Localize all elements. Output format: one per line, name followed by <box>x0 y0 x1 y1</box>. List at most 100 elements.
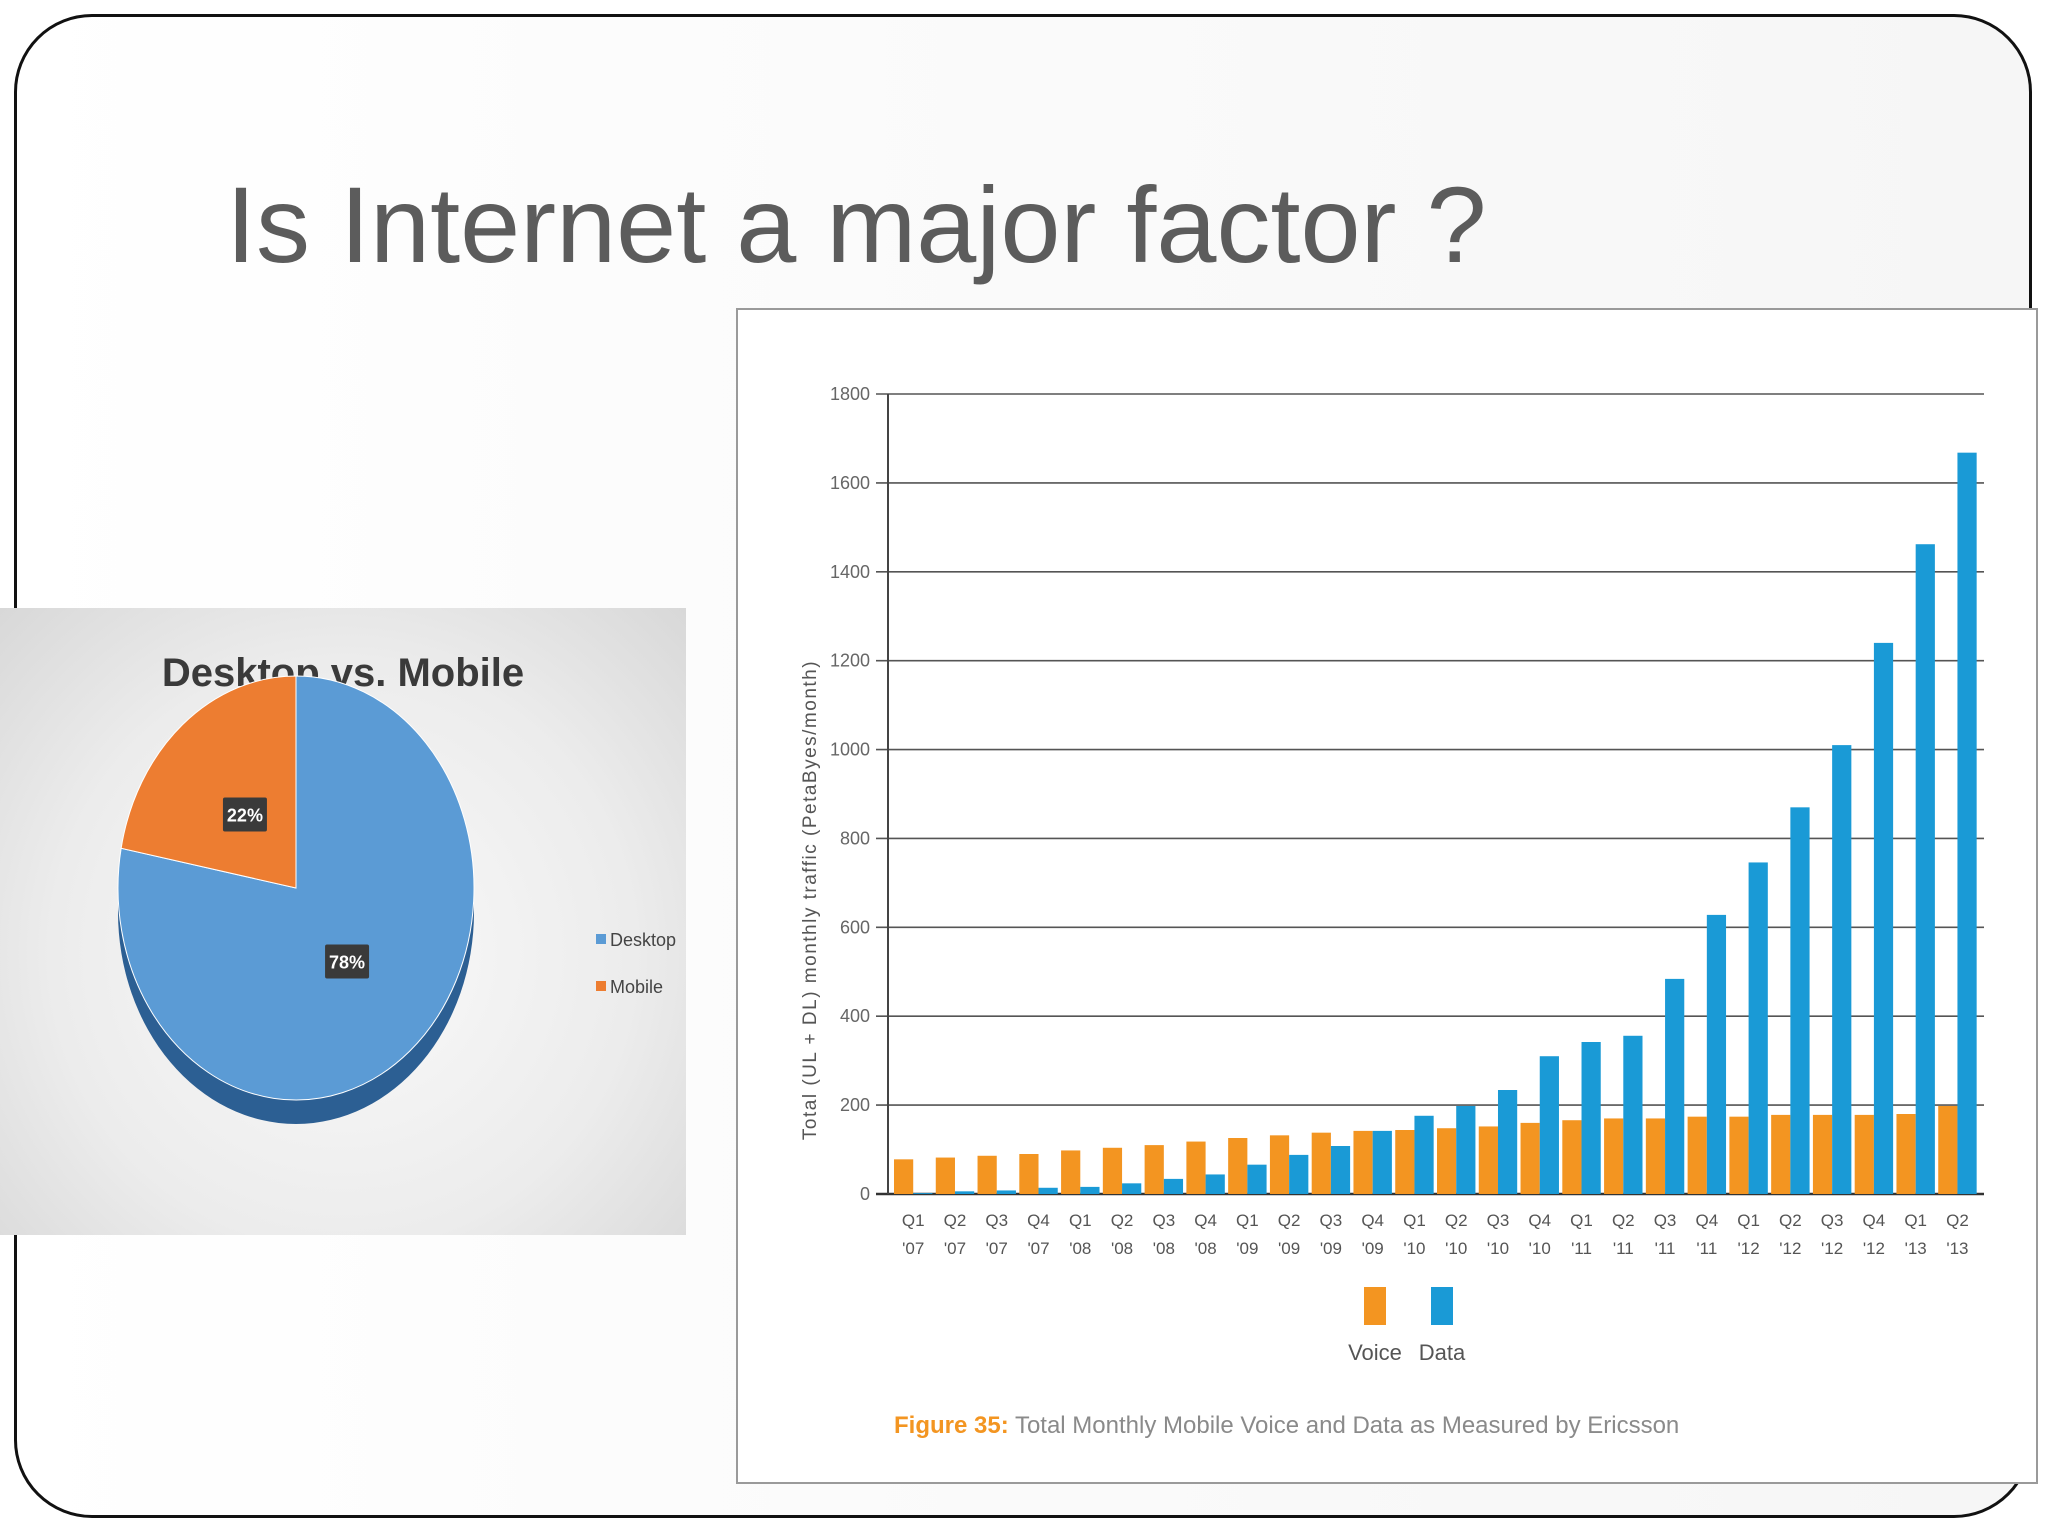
bar-chart-panel: 0 200 400 600 800 1000 1200 1400 1600 1800 Q1'07 Q… <box>736 308 2038 1484</box>
x-tick-label: '09 <box>1362 1239 1384 1258</box>
bar-data <box>1080 1186 1100 1194</box>
legend-swatch-desktop <box>596 934 606 944</box>
x-tick-label: Q3 <box>1320 1211 1343 1230</box>
bar-data <box>913 1193 933 1194</box>
bar-voice <box>977 1155 997 1194</box>
x-tick-label: Q2 <box>944 1211 967 1230</box>
bar-voice <box>1228 1138 1248 1194</box>
x-tick-label: '10 <box>1445 1239 1467 1258</box>
bar-voice <box>1061 1150 1081 1194</box>
legend-label-desktop: Desktop <box>610 930 676 950</box>
y-tick-label: 1400 <box>830 562 870 582</box>
y-tick-label: 1600 <box>830 473 870 493</box>
bar-data <box>1539 1056 1559 1194</box>
bar-voice <box>1938 1106 1958 1194</box>
x-tick-label: '11 <box>1696 1239 1717 1258</box>
figure-caption-prefix: Figure 35: <box>894 1412 1009 1439</box>
figure-caption: Figure 35: Total Monthly Mobile Voice an… <box>894 1412 1679 1439</box>
x-tick-label: '09 <box>1278 1239 1300 1258</box>
x-tick-label: '07 <box>1027 1239 1049 1258</box>
bar-data <box>1456 1106 1476 1194</box>
legend-swatch-voice <box>1364 1287 1386 1325</box>
bar-chart-grid: 0 200 400 600 800 1000 1200 1400 1600 1800 <box>830 384 1984 1204</box>
bar-data <box>1957 452 1977 1194</box>
x-tick-label: Q4 <box>1027 1211 1050 1230</box>
legend-label-data: Data <box>1419 1340 1466 1365</box>
pie-data-label-desktop: 78% <box>325 944 370 979</box>
x-tick-label: Q1 <box>1403 1211 1426 1230</box>
bar-data <box>1790 807 1810 1194</box>
x-tick-label: Q3 <box>1821 1211 1844 1230</box>
x-tick-label: Q2 <box>1612 1211 1635 1230</box>
x-tick-label: '11 <box>1571 1239 1592 1258</box>
bar-voice <box>1269 1135 1290 1194</box>
pie-chart: Desktop vs. Mobile 78%22% Desktop Mobile <box>117 651 676 1124</box>
bar-voice <box>1019 1154 1039 1194</box>
legend-swatch-mobile <box>596 981 606 991</box>
svg-text:22%: 22% <box>227 805 263 825</box>
bar-voice <box>1562 1120 1582 1194</box>
x-tick-label: Q1 <box>1236 1211 1259 1230</box>
x-tick-label: Q2 <box>1779 1211 1802 1230</box>
bar-data <box>1122 1183 1142 1194</box>
x-tick-label: Q1 <box>1570 1211 1593 1230</box>
slide-title: Is Internet a major factor ? <box>226 164 1487 285</box>
bar-chart-bars <box>894 452 1977 1194</box>
x-tick-label: '08 <box>1111 1239 1133 1258</box>
bar-voice <box>1896 1114 1916 1194</box>
x-tick-label: '10 <box>1403 1239 1425 1258</box>
pie-data-label-mobile: 22% <box>222 797 267 832</box>
bar-voice <box>1186 1141 1206 1194</box>
x-tick-label: Q2 <box>1111 1211 1134 1230</box>
x-tick-label: Q1 <box>1904 1211 1927 1230</box>
bar-data <box>954 1191 975 1194</box>
x-tick-label: Q4 <box>1194 1211 1217 1230</box>
x-tick-label: Q4 <box>1528 1211 1551 1230</box>
x-tick-label: Q3 <box>1654 1211 1677 1230</box>
y-tick-label: 600 <box>840 917 870 937</box>
bar-voice <box>935 1157 955 1194</box>
y-tick-label: 400 <box>840 1006 870 1026</box>
x-tick-label: Q3 <box>1152 1211 1175 1230</box>
bar-data <box>996 1190 1016 1194</box>
x-tick-label: Q4 <box>1695 1211 1718 1230</box>
y-tick-label: 200 <box>840 1095 870 1115</box>
x-tick-label: Q3 <box>985 1211 1008 1230</box>
x-tick-label: Q2 <box>1946 1211 1969 1230</box>
x-tick-label: Q2 <box>1445 1211 1468 1230</box>
x-tick-label: '09 <box>1236 1239 1258 1258</box>
x-tick-label: '12 <box>1738 1239 1760 1258</box>
pie-slice-mobile <box>120 675 297 889</box>
bar-data <box>1748 862 1768 1194</box>
y-tick-label: 0 <box>860 1184 870 1204</box>
x-tick-label: Q3 <box>1487 1211 1510 1230</box>
bar-voice <box>1687 1116 1707 1194</box>
bar-data <box>1289 1154 1309 1194</box>
bar-legend: Voice Data <box>1348 1287 1466 1365</box>
bar-voice <box>1311 1132 1331 1194</box>
y-tick-label: 1200 <box>830 651 870 671</box>
x-tick-label: '07 <box>944 1239 966 1258</box>
x-tick-label: Q1 <box>1069 1211 1092 1230</box>
bar-data <box>1247 1164 1267 1194</box>
legend-label-mobile: Mobile <box>610 977 663 997</box>
bar-data <box>1330 1146 1351 1194</box>
y-tick-label: 1800 <box>830 384 870 404</box>
bar-voice <box>1604 1118 1624 1194</box>
x-tick-label: '07 <box>986 1239 1008 1258</box>
pie-legend: Desktop Mobile <box>596 930 676 997</box>
x-tick-label: '09 <box>1320 1239 1342 1258</box>
pie-chart-panel: Desktop vs. Mobile 78% 22% Desktop Mobile <box>0 608 686 1235</box>
x-tick-label: '12 <box>1821 1239 1843 1258</box>
bar-voice <box>1353 1130 1373 1194</box>
x-tick-label: '08 <box>1069 1239 1091 1258</box>
x-tick-label: Q2 <box>1278 1211 1301 1230</box>
bar-data <box>1414 1115 1434 1194</box>
bar-voice <box>1144 1145 1164 1194</box>
x-tick-label: '11 <box>1655 1239 1676 1258</box>
bar-data <box>1665 978 1685 1194</box>
bar-voice <box>1771 1114 1791 1194</box>
x-tick-label: '13 <box>1905 1239 1927 1258</box>
y-tick-label: 1000 <box>830 740 870 760</box>
